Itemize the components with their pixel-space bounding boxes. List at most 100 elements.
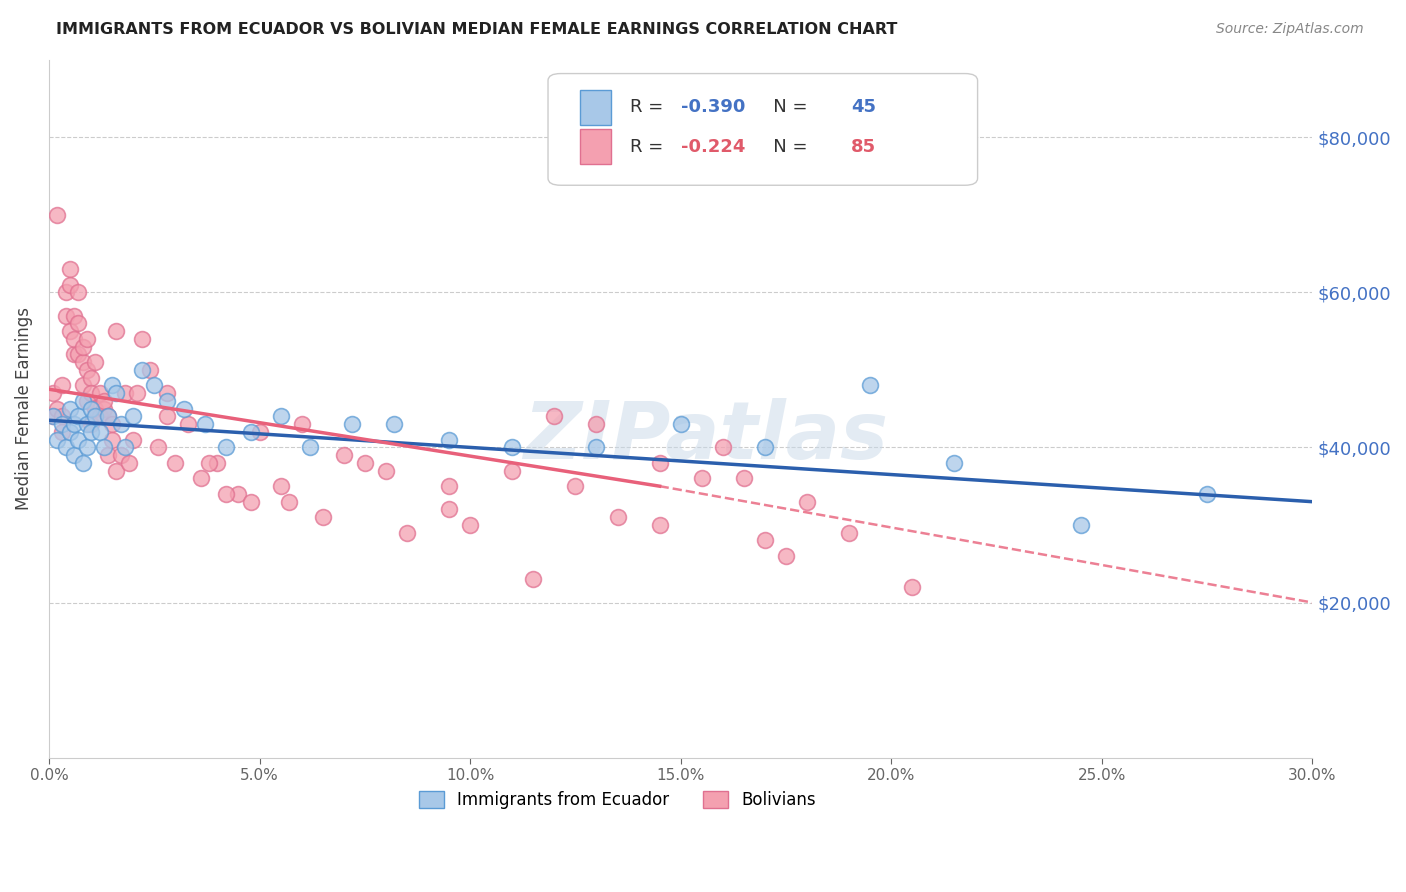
Point	[101, 433, 124, 447]
Point	[501, 441, 523, 455]
Point	[249, 425, 271, 439]
Point	[228, 487, 250, 501]
Point	[93, 441, 115, 455]
Point	[76, 332, 98, 346]
Text: IMMIGRANTS FROM ECUADOR VS BOLIVIAN MEDIAN FEMALE EARNINGS CORRELATION CHART: IMMIGRANTS FROM ECUADOR VS BOLIVIAN MEDI…	[56, 22, 897, 37]
Point	[72, 393, 94, 408]
Point	[291, 417, 314, 431]
Point	[51, 417, 73, 431]
Text: R =: R =	[630, 98, 669, 116]
Point	[67, 316, 90, 330]
Point	[51, 378, 73, 392]
Point	[42, 386, 65, 401]
Point	[42, 409, 65, 424]
Text: R =: R =	[630, 138, 669, 156]
Point	[458, 518, 481, 533]
Point	[59, 401, 82, 416]
Point	[105, 464, 128, 478]
Point	[754, 533, 776, 548]
Point	[80, 417, 103, 431]
Point	[51, 409, 73, 424]
Point	[648, 456, 671, 470]
Point	[72, 340, 94, 354]
Point	[114, 441, 136, 455]
Point	[122, 433, 145, 447]
Point	[131, 332, 153, 346]
Point	[80, 425, 103, 439]
Point	[215, 487, 238, 501]
Point	[190, 471, 212, 485]
Point	[59, 324, 82, 338]
Point	[63, 347, 86, 361]
Point	[101, 417, 124, 431]
Point	[72, 378, 94, 392]
Point	[63, 332, 86, 346]
Point	[564, 479, 586, 493]
Point	[754, 441, 776, 455]
Text: Source: ZipAtlas.com: Source: ZipAtlas.com	[1216, 22, 1364, 37]
Point	[80, 386, 103, 401]
Point	[46, 433, 69, 447]
Point	[80, 370, 103, 384]
Point	[198, 456, 221, 470]
FancyBboxPatch shape	[548, 73, 977, 186]
Point	[97, 409, 120, 424]
Point	[76, 363, 98, 377]
Point	[97, 448, 120, 462]
Point	[46, 401, 69, 416]
Point	[127, 386, 149, 401]
Point	[278, 494, 301, 508]
Text: N =: N =	[756, 138, 814, 156]
Point	[67, 409, 90, 424]
Point	[89, 409, 111, 424]
Point	[55, 309, 77, 323]
Legend: Immigrants from Ecuador, Bolivians: Immigrants from Ecuador, Bolivians	[412, 784, 823, 815]
Point	[333, 448, 356, 462]
Point	[374, 464, 396, 478]
Text: 85: 85	[851, 138, 876, 156]
Point	[89, 386, 111, 401]
Text: 45: 45	[851, 98, 876, 116]
Point	[42, 409, 65, 424]
Point	[59, 425, 82, 439]
Point	[437, 479, 460, 493]
Point	[67, 285, 90, 300]
Point	[156, 393, 179, 408]
Point	[143, 378, 166, 392]
Point	[63, 448, 86, 462]
Point	[796, 494, 818, 508]
Point	[84, 401, 107, 416]
Point	[340, 417, 363, 431]
Point	[270, 479, 292, 493]
Point	[207, 456, 229, 470]
Point	[838, 525, 860, 540]
Point	[67, 347, 90, 361]
Point	[122, 409, 145, 424]
Point	[84, 355, 107, 369]
Point	[353, 456, 375, 470]
Point	[97, 409, 120, 424]
Point	[114, 386, 136, 401]
Point	[775, 549, 797, 563]
Bar	[579, 129, 612, 164]
Point	[80, 401, 103, 416]
Point	[59, 262, 82, 277]
Point	[93, 401, 115, 416]
Point	[89, 425, 111, 439]
Point	[63, 309, 86, 323]
Text: N =: N =	[756, 98, 814, 116]
Point	[105, 386, 128, 401]
Text: -0.224: -0.224	[681, 138, 745, 156]
Point	[690, 471, 713, 485]
Point	[1197, 487, 1219, 501]
Point	[501, 464, 523, 478]
Point	[72, 456, 94, 470]
Point	[585, 441, 607, 455]
Point	[711, 441, 734, 455]
Point	[55, 285, 77, 300]
Point	[93, 393, 115, 408]
Point	[118, 456, 141, 470]
Point	[72, 355, 94, 369]
Point	[859, 378, 882, 392]
Point	[51, 425, 73, 439]
